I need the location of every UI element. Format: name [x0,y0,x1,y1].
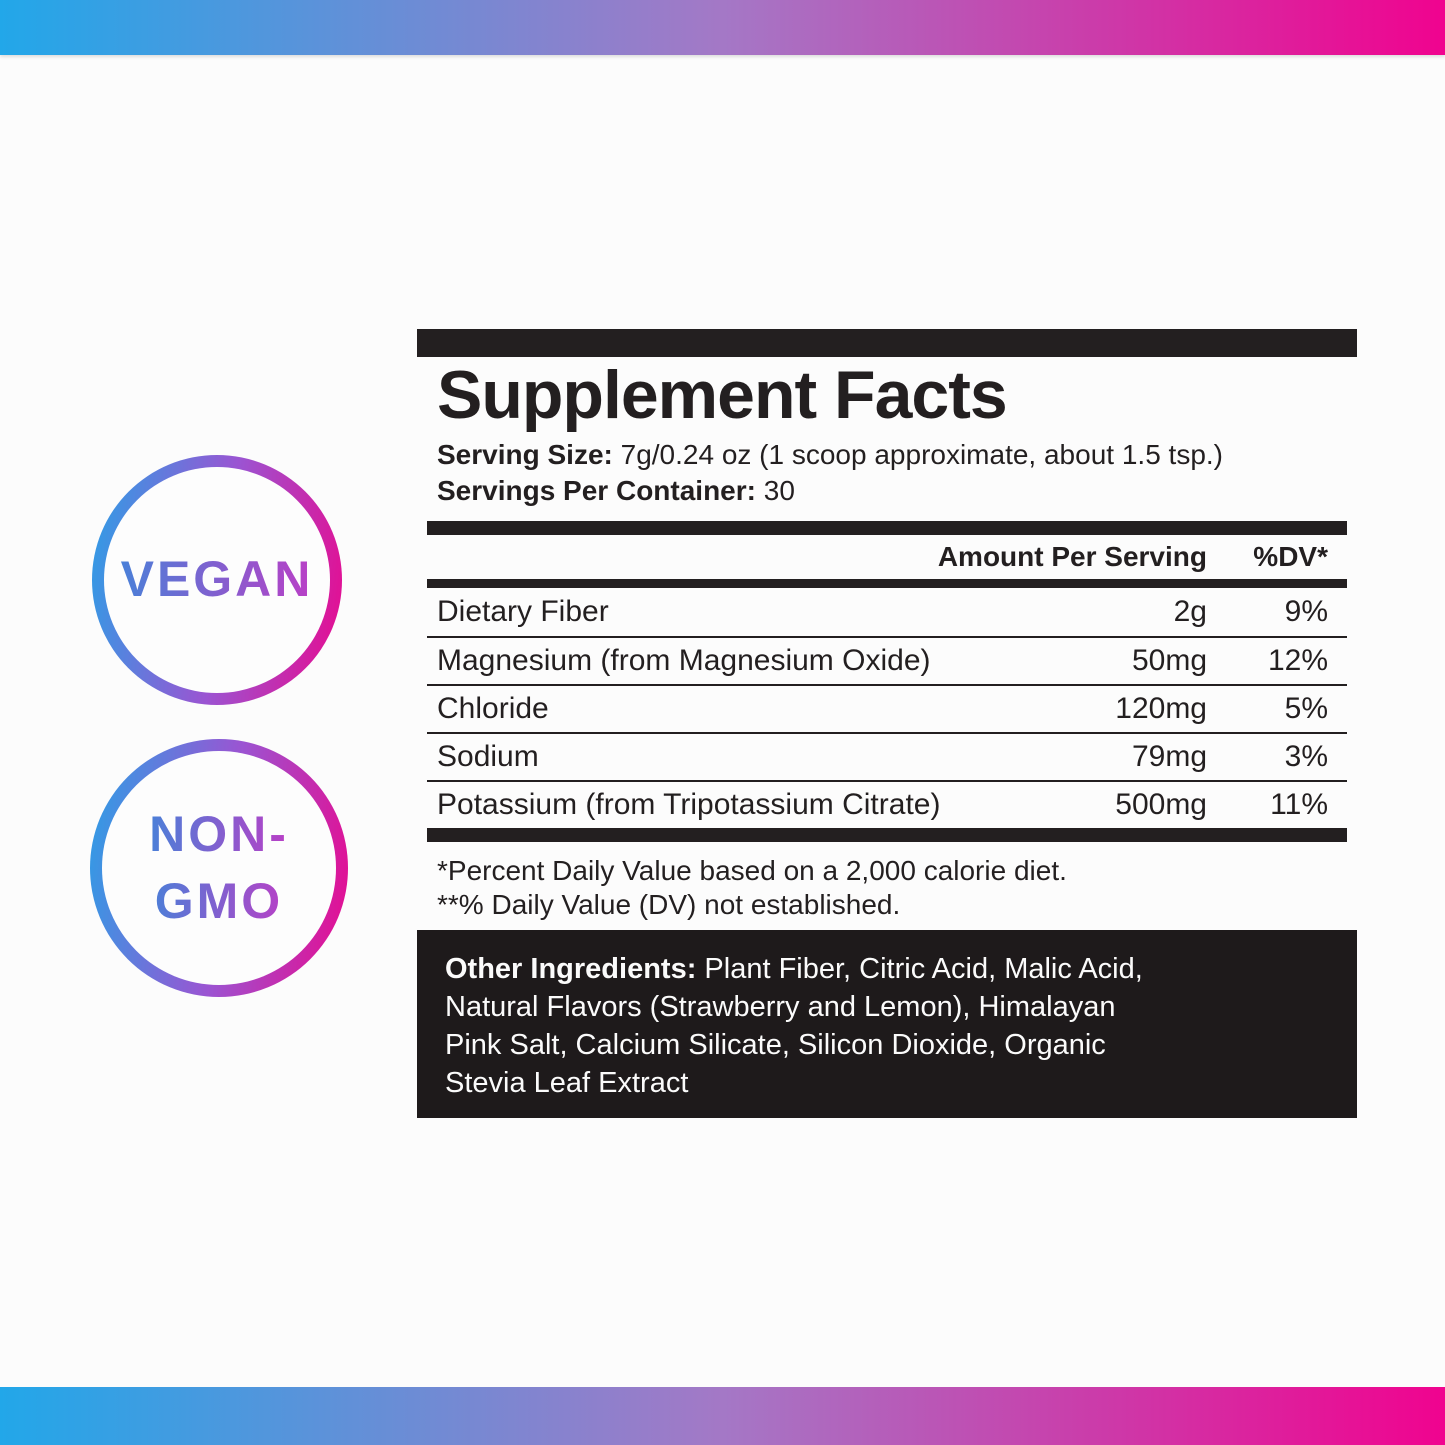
vegan-badge: VEGAN [92,455,342,705]
nutrient-amount: 50mg [1131,644,1207,677]
nutrient-dv: 11% [1270,788,1328,821]
other-ingredients-text-2: Natural Flavors (Strawberry and Lemon), … [445,991,1116,1023]
other-ingredients-text-1: Plant Fiber, Citric Acid, Malic Acid, [704,953,1143,985]
serving-size-value: 7g/0.24 oz (1 scoop approximate, about 1… [620,439,1223,470]
other-ingredients-line: Other Ingredients: Plant Fiber, Citric A… [445,950,1333,988]
vegan-badge-inner: VEGAN [104,467,330,693]
nutrient-amount: 2g [1173,595,1207,628]
panel-top-bar [417,329,1357,357]
table-row: Magnesium (from Magnesium Oxide) 50mg 12… [427,636,1347,684]
nutrient-dv: 9% [1284,595,1328,628]
other-ingredients-text-3: Pink Salt, Calcium Silicate, Silicon Dio… [445,1029,1106,1061]
rule-below-table [427,828,1347,842]
nutrient-amount: 79mg [1131,740,1207,773]
nutrient-name: Sodium [437,740,539,773]
servings-value: 30 [763,475,795,506]
nutrient-name: Magnesium (from Magnesium Oxide) [437,644,931,677]
panel-title: Supplement Facts [437,357,1008,433]
nutrient-amount: 120mg [1115,692,1207,725]
non-gmo-line2: GMO [154,873,284,929]
servings-per-container-line: Servings Per Container: 30 [437,473,1357,509]
nutrient-dv: 3% [1284,740,1328,773]
table-row: Chloride 120mg 5% [427,684,1347,732]
serving-size-label: Serving Size: [437,439,613,470]
non-gmo-badge-inner: NON- GMO [102,751,336,985]
serving-size-line: Serving Size: 7g/0.24 oz (1 scoop approx… [437,437,1357,473]
rule-above-header [427,521,1347,535]
nutrient-name: Chloride [437,692,549,725]
nutrient-dv: 5% [1284,692,1328,725]
other-ingredients-box: Other Ingredients: Plant Fiber, Citric A… [417,930,1357,1118]
table-row: Dietary Fiber 2g 9% [427,588,1347,636]
table-header-row: Amount Per Serving %DV* [427,535,1347,579]
non-gmo-badge-label: NON- GMO [149,801,289,936]
table-row: Sodium 79mg 3% [427,732,1347,780]
nutrient-name: Dietary Fiber [437,595,609,628]
nutrient-name: Potassium (from Tripotassium Citrate) [437,788,941,821]
supplement-facts-panel: Supplement Facts Serving Size: 7g/0.24 o… [417,329,1357,1118]
other-ingredients-text-4: Stevia Leaf Extract [445,1067,689,1099]
rule-below-header [427,579,1347,588]
column-header-amount: Amount Per Serving [937,541,1207,572]
column-header-dv: %DV* [1253,541,1328,572]
nutrients-table: Amount Per Serving %DV* Dietary Fiber 2g… [427,521,1347,842]
footnotes: *Percent Daily Value based on a 2,000 ca… [437,854,1357,922]
table-row: Potassium (from Tripotassium Citrate) 50… [427,780,1347,828]
top-gradient-bar [0,0,1445,55]
non-gmo-line1: NON- [149,805,289,862]
nutrient-dv: 12% [1267,644,1328,677]
servings-label: Servings Per Container: [437,475,756,506]
footnote-dv-not-established: **% Daily Value (DV) not established. [437,889,901,920]
non-gmo-badge: NON- GMO [90,739,348,997]
other-ingredients-label: Other Ingredients: [445,953,697,985]
bottom-gradient-bar [0,1387,1445,1445]
footnote-daily-value: *Percent Daily Value based on a 2,000 ca… [437,855,1067,886]
vegan-badge-label: VEGAN [121,546,314,614]
nutrient-amount: 500mg [1115,788,1207,821]
